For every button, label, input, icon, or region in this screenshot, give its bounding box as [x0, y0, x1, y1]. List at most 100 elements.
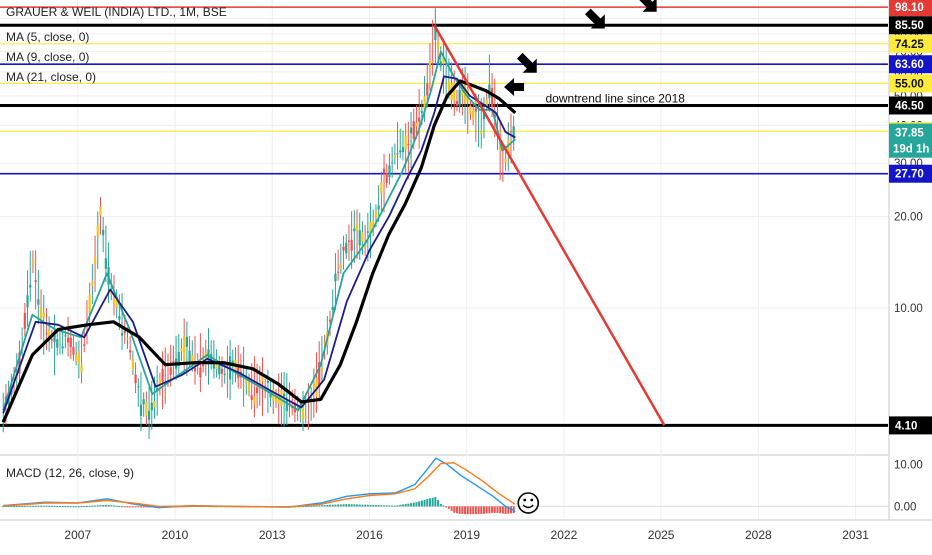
annotation-text: downtrend line since 2018 [546, 92, 686, 106]
price-bar-body [139, 404, 143, 416]
macd-histogram-bar [91, 505, 94, 507]
price-bar-body [193, 367, 197, 372]
price-bar-body [72, 346, 75, 355]
macd-y-tick-label: 0.00 [894, 501, 916, 513]
ma-line-0 [2, 50, 516, 412]
level-tag-text: 74.25 [895, 39, 924, 51]
price-bar-body [382, 168, 386, 173]
indicator-ma21-label[interactable]: MA (21, close, 0) [6, 70, 97, 84]
macd-histogram-bar [428, 498, 431, 507]
level-tag-46.50 [889, 96, 932, 115]
price-bar-body [48, 330, 51, 340]
macd-histogram-bar [67, 506, 70, 508]
price-bar-body [339, 264, 342, 269]
price-bar-body [458, 89, 461, 107]
price-bar-body [426, 83, 429, 96]
price-bar-body [75, 355, 78, 362]
macd-histogram-bar [42, 505, 45, 507]
x-tick-label: 2007 [64, 528, 91, 542]
x-tick-label: 2022 [551, 528, 578, 542]
price-bar-body [172, 361, 175, 363]
macd-histogram-bar [396, 505, 399, 507]
macd-histogram-bar [13, 505, 16, 507]
price-bar-body [447, 80, 450, 91]
price-bar-body [434, 27, 437, 41]
macd-histogram-bar [307, 505, 310, 507]
price-bar-body [29, 284, 32, 288]
macd-histogram-bar [145, 506, 148, 508]
macd-histogram-bar [94, 505, 97, 507]
macd-histogram-bar [37, 505, 40, 507]
level-tag-text: 55.00 [895, 78, 924, 90]
price-bar-body [423, 96, 426, 111]
y-tick-label: 20.00 [894, 212, 923, 224]
macd-histogram-bar [410, 503, 413, 507]
macd-histogram-bar [318, 505, 321, 507]
price-bar-body [64, 335, 67, 337]
macd-histogram-bar [320, 505, 323, 507]
level-tag-4.10 [889, 416, 932, 435]
macd-histogram-bar [401, 504, 404, 507]
macd-histogram-bar [53, 505, 56, 507]
macd-histogram-bar [383, 505, 386, 507]
macd-indicator-label[interactable]: MACD (12, 26, close, 9) [6, 466, 135, 480]
macd-histogram-bar [493, 506, 496, 513]
price-bar-body [201, 363, 205, 367]
price-bar-body [102, 229, 105, 236]
price-bar-body [472, 110, 475, 119]
price-bar-body [399, 150, 402, 153]
macd-histogram-bar [329, 504, 332, 507]
x-tick-label: 2016 [356, 528, 383, 542]
macd-histogram-bar [104, 504, 107, 507]
price-bar-body [366, 231, 369, 233]
arrow-left-icon [504, 78, 525, 97]
price-bar-body [153, 401, 156, 408]
price-bar-body [428, 61, 432, 68]
price-bar-body [53, 332, 56, 342]
price-bar-body [482, 109, 486, 120]
macd-histogram-bar [369, 504, 372, 507]
macd-y-tick-label: 10.00 [894, 459, 923, 471]
time-axis: 2007 2010 2013 2016 2019 2022 2025 2028 2031 [64, 528, 869, 542]
symbol-title[interactable]: GRAUER & WEIL (INDIA) LTD., 1M, BSE [6, 5, 227, 19]
macd-histogram-bar [323, 505, 326, 507]
price-bar-body [261, 374, 264, 382]
price-bar-body [501, 154, 504, 156]
macd-histogram-bar [372, 504, 375, 507]
current-price-text: 37.85 [895, 128, 924, 140]
price-bar-body [364, 244, 367, 248]
price-bar-body [177, 351, 180, 366]
price-bar-body [39, 307, 43, 322]
macd-histogram-bar [139, 506, 142, 508]
price-bar-body [455, 101, 459, 106]
macd-histogram-bar [96, 505, 99, 507]
price-bar-body [342, 246, 345, 251]
price-bar-body [253, 396, 256, 405]
price-bar-body [42, 313, 45, 317]
macd-histogram-bar [18, 505, 21, 507]
price-bar-body [453, 82, 456, 101]
price-bar-body [509, 131, 513, 133]
indicator-ma9-label[interactable]: MA (9, close, 0) [6, 50, 90, 64]
macd-histogram-bar [61, 506, 64, 508]
macd-histogram-bar [112, 505, 115, 507]
macd-histogram-bar [488, 506, 491, 514]
macd-histogram-bar [58, 505, 61, 507]
macd-histogram-bar [361, 504, 364, 507]
macd-histogram-bar [418, 501, 421, 507]
x-tick-label: 2031 [842, 528, 869, 542]
indicator-ma5-label[interactable]: MA (5, close, 0) [6, 30, 90, 44]
price-bar-body [445, 63, 448, 65]
price-bar-body [412, 121, 415, 140]
price-bar-body [380, 182, 383, 193]
price-bar-body [120, 332, 124, 336]
macd-histogram-bar [485, 506, 488, 514]
price-bar-body [18, 352, 21, 374]
macd-histogram-bar [499, 506, 502, 514]
gridlines [0, 0, 932, 521]
price-bar-body [137, 386, 140, 388]
macd-histogram-bar [366, 504, 369, 507]
macd-histogram-bar [331, 504, 334, 507]
macd-histogram-bar [356, 504, 359, 507]
price-bar-body [242, 385, 245, 387]
